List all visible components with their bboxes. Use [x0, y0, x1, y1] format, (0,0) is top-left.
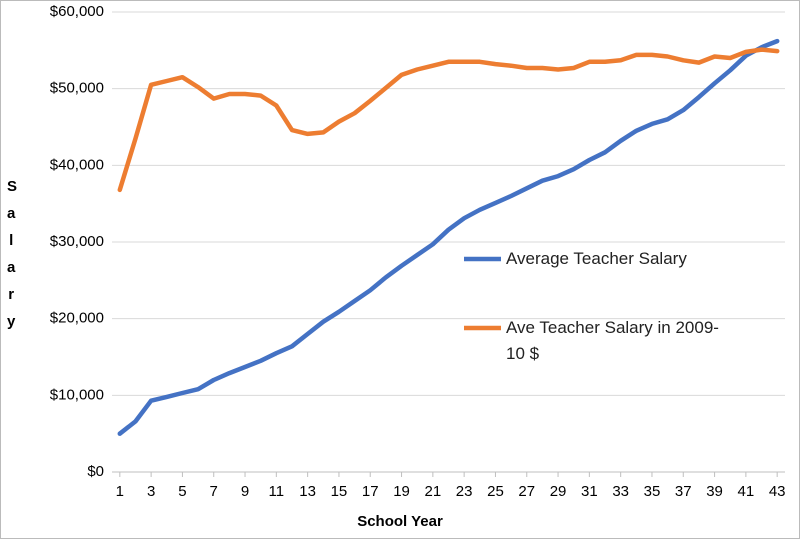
legend-label: Average Teacher Salary [506, 249, 687, 268]
y-axis-label: Salary [7, 178, 18, 330]
x-tick-label: 15 [331, 483, 348, 500]
y-tick-label: $40,000 [50, 156, 104, 173]
x-tick-label: 17 [362, 483, 379, 500]
y-tick-label: $30,000 [50, 233, 104, 250]
x-tick-label: 3 [147, 483, 155, 500]
x-tick-label: 9 [241, 483, 249, 500]
series-line [117, 38, 780, 436]
x-tick-label: 13 [299, 483, 316, 500]
x-tick-label: 39 [706, 483, 723, 500]
x-tick-label: 25 [487, 483, 504, 500]
x-tick-label: 7 [210, 483, 218, 500]
y-tick-label: $60,000 [50, 3, 104, 20]
x-tick-label: 43 [769, 483, 786, 500]
x-tick-label: 29 [550, 483, 567, 500]
x-tick-label: 35 [644, 483, 661, 500]
x-axis-label: School Year [357, 513, 443, 530]
x-tick-label: 1 [116, 483, 124, 500]
x-tick-label: 37 [675, 483, 692, 500]
y-tick-label: $10,000 [50, 386, 104, 403]
x-tick-label: 21 [425, 483, 442, 500]
x-tick-label: 33 [612, 483, 629, 500]
x-tick-label: 11 [269, 483, 285, 500]
x-tick-label: 19 [393, 483, 410, 500]
y-tick-label: $0 [87, 463, 104, 480]
x-tick-label: 5 [178, 483, 186, 500]
y-tick-label: $50,000 [50, 80, 104, 97]
x-tick-label: 23 [456, 483, 473, 500]
legend-label: Ave Teacher Salary in 2009-10 $ [506, 318, 719, 363]
x-tick-label: 31 [581, 483, 598, 500]
x-tick-label: 27 [518, 483, 535, 500]
series-line [117, 47, 780, 193]
x-tick-label: 41 [738, 483, 755, 500]
y-tick-label: $20,000 [50, 310, 104, 327]
